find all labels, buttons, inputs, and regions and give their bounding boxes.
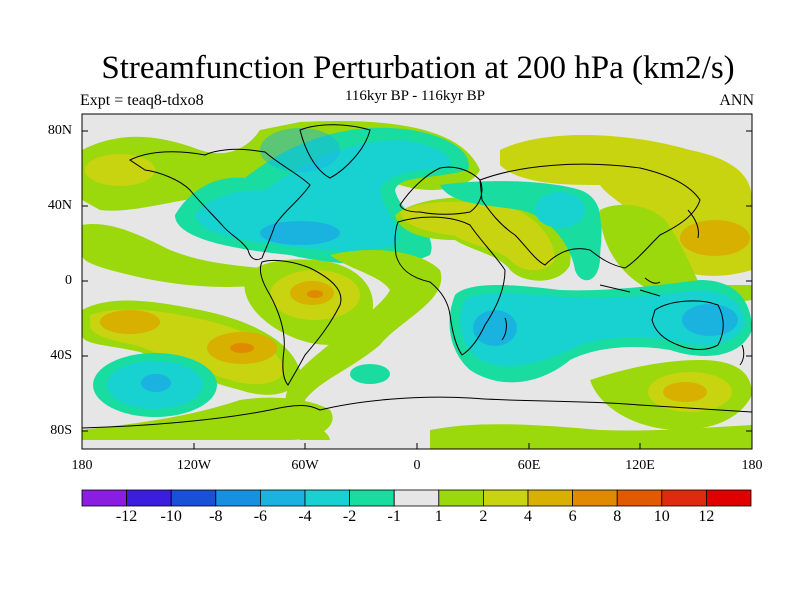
colorbar-box <box>482 489 529 507</box>
contour-yellow-eurasia <box>400 201 555 271</box>
contour-darkorange-sa <box>307 290 323 298</box>
colorbar-label: 6 <box>568 508 577 525</box>
colorbar-box <box>438 489 484 507</box>
figure-title: Streamfunction Perturbation at 200 hPa (… <box>101 50 735 86</box>
subtitle: 116kyr BP - 116kyr BP <box>344 88 485 104</box>
coast-south-america <box>259 259 342 386</box>
colorbar-label: -6 <box>253 508 268 525</box>
coast-europe <box>399 166 483 215</box>
colorbar-box <box>572 489 618 507</box>
contour-green-antarctic <box>430 424 752 449</box>
axis-ticks <box>81 130 753 449</box>
colorbar <box>81 489 752 507</box>
season-label: ANN <box>719 92 754 109</box>
contour-orange-spac-1 <box>100 310 160 334</box>
colorbar-box <box>661 489 707 507</box>
coast-asia <box>479 163 701 269</box>
contour-blue-io <box>473 310 517 346</box>
experiment-label: Expt = teaq8-tdxo8 <box>80 92 204 109</box>
contour-blue-caribbean <box>260 221 340 245</box>
contour-cyan-asia <box>535 192 585 228</box>
colorbar-label: 1 <box>434 508 443 525</box>
colorbar-label: -1 <box>387 508 401 525</box>
coast-indonesia <box>599 277 661 297</box>
contour-darkorange-spac <box>230 343 254 353</box>
colorbar-label: 10 <box>653 508 670 525</box>
colorbar-label: -2 <box>342 508 357 525</box>
colorbar-label: -8 <box>209 508 223 525</box>
coastlines <box>82 124 752 429</box>
contour-yellow-npac-west <box>85 154 155 186</box>
colorbar-label: -10 <box>160 508 182 525</box>
colorbar-label: 8 <box>613 508 622 525</box>
contour-blue-arctic-canada <box>260 128 340 172</box>
colorbar-box <box>527 489 573 507</box>
colorbar-label: -12 <box>115 508 138 525</box>
colorbar-label: 4 <box>524 508 532 525</box>
contour-cyan-na <box>195 140 451 251</box>
contour-green-satl <box>285 250 442 440</box>
coast-japan <box>687 209 699 239</box>
colorbar-label: 2 <box>479 508 488 525</box>
contour-orange-japan <box>680 220 750 256</box>
contour-blue-spac-low <box>141 374 171 392</box>
lat-tick-label: 0 <box>65 273 72 288</box>
lon-tick-label: 60W <box>291 458 319 473</box>
lat-tick-label: 40S <box>50 348 72 363</box>
lon-tick-label: 180 <box>741 458 763 473</box>
lon-tick-label: 180 <box>71 458 93 473</box>
colorbar-box <box>349 489 395 507</box>
coast-north-america <box>129 148 311 261</box>
lon-tick-label: 120W <box>176 458 212 473</box>
coast-new-zealand <box>739 344 745 366</box>
contour-orange-sio <box>663 382 707 402</box>
coast-australia <box>651 300 724 350</box>
colorbar-label: 12 <box>698 508 715 525</box>
contour-blue-aus <box>682 304 738 336</box>
contour-green-southern <box>82 397 333 440</box>
colorbar-box <box>215 489 261 507</box>
lat-tick-label: 80N <box>47 123 72 138</box>
contour-green-wpac <box>600 204 752 302</box>
colorbar-box <box>393 489 440 507</box>
lon-tick-label: 60E <box>517 458 541 473</box>
colorbar-box <box>616 489 663 507</box>
contour-cyan-io <box>460 290 745 367</box>
lat-tick-label: 40N <box>47 198 72 213</box>
colorbar-box <box>259 489 306 507</box>
coast-greenland <box>299 124 371 179</box>
lon-tick-label: 0 <box>413 458 421 473</box>
lat-tick-label: 80S <box>50 423 72 438</box>
colorbar-box <box>81 489 127 507</box>
coast-africa <box>394 216 506 356</box>
colorbar-box <box>170 489 217 507</box>
colorbar-box <box>706 489 752 507</box>
colorbar-box <box>304 489 350 507</box>
contour-fills <box>82 120 752 449</box>
coast-antarctica <box>82 396 752 429</box>
lon-tick-label: 120E <box>625 458 655 473</box>
colorbar-label: -4 <box>298 508 312 525</box>
contour-green-east-pacific <box>82 224 260 287</box>
colorbar-box <box>126 489 172 507</box>
coast-madagascar <box>501 317 507 341</box>
contour-green-satl-low <box>350 364 390 384</box>
